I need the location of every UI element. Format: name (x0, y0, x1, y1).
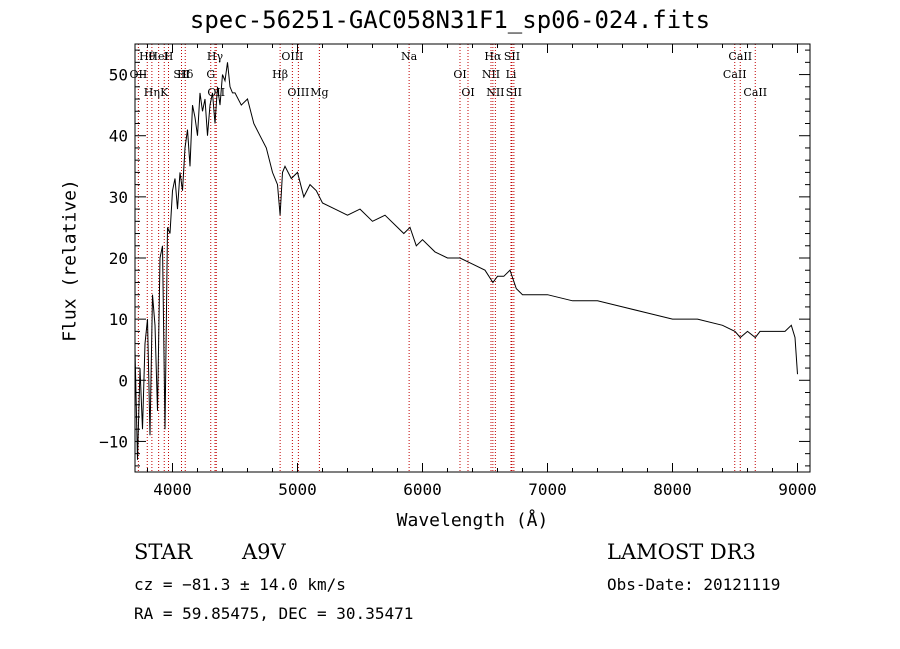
x-axis: 4000 5000 6000 7000 8000 9000 (147, 44, 817, 499)
y-tick-label: 10 (109, 310, 128, 329)
line-marker-label: OI (453, 68, 466, 81)
y-tick-label: −10 (99, 432, 128, 451)
line-marker-label: SII (504, 50, 520, 63)
x-tick-label: 7000 (528, 480, 567, 499)
redshift-text: cz = −81.3 ± 14.0 km/s (134, 575, 346, 594)
line-marker-label: G (206, 68, 215, 81)
y-tick-label: 20 (109, 249, 128, 268)
x-tick-label: 9000 (778, 480, 817, 499)
line-marker-label: SII (173, 68, 189, 81)
line-marker-label: Li (506, 68, 517, 81)
y-axis-label: Flux (relative) (59, 179, 81, 342)
x-tick-label: 8000 (653, 480, 692, 499)
object-class: STAR (134, 540, 193, 564)
line-marker-label: Hη (144, 86, 160, 99)
object-subclass: A9V (242, 540, 286, 564)
line-marker-label: CaII (743, 86, 767, 99)
line-marker-label: NII (486, 86, 504, 99)
chart-title: spec-56251-GAC058N31F1_sp06-024.fits (189, 6, 711, 34)
y-tick-label: 30 (109, 188, 128, 207)
x-tick-label: 4000 (153, 480, 192, 499)
line-marker-label: NII (482, 68, 500, 81)
line-marker-label: SII (506, 86, 522, 99)
line-marker-labels: HθOIIHηHeISIIKHHδOIIHγGOIIIOIIIHβMgNaOIO… (130, 50, 768, 99)
plot-frame (134, 43, 811, 473)
y-tick-label: 50 (109, 66, 128, 85)
coordinates-text: RA = 59.85475, DEC = 30.35471 (134, 604, 414, 623)
survey-name: LAMOST DR3 (607, 540, 756, 564)
line-marker-label: OIII (281, 50, 303, 63)
line-marker-label: H (164, 50, 174, 63)
line-marker-label: Hγ (207, 50, 224, 63)
x-tick-label: 6000 (403, 480, 442, 499)
y-tick-label: 0 (118, 371, 128, 390)
line-marker-label: OI (461, 86, 474, 99)
obs-date-text: Obs-Date: 20121119 (607, 575, 781, 594)
line-marker-label: HeI (148, 50, 168, 63)
line-marker-label: Mg (310, 86, 328, 99)
line-marker-label: K (160, 86, 169, 99)
x-tick-label: 5000 (278, 480, 317, 499)
line-marker-label: CaII (728, 50, 752, 63)
line-marker-label: Hθ (139, 50, 156, 63)
line-marker-label: OIII (287, 86, 309, 99)
line-marker-label: Na (401, 50, 418, 63)
flux-series-line (134, 62, 798, 460)
x-axis-label: Wavelength (Å) (396, 510, 549, 531)
line-marker-label: OII (207, 86, 225, 99)
y-tick-label: 40 (109, 127, 128, 146)
line-marker-label: Hα (484, 50, 502, 63)
y-axis: −10 0 10 20 30 40 50 (99, 49, 810, 467)
line-marker-label: Hδ (177, 68, 194, 81)
line-marker-label: CaII (723, 68, 747, 81)
line-marker-label: Hβ (272, 68, 288, 81)
